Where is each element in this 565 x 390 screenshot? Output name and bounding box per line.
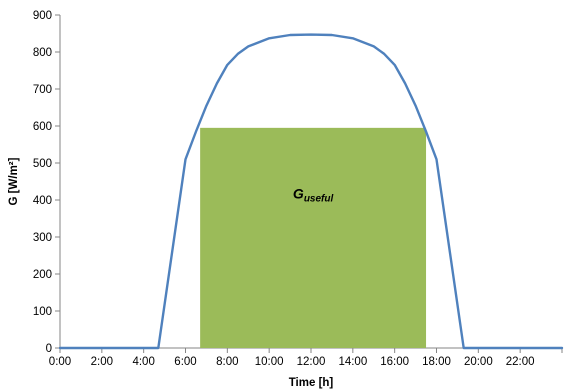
y-tick-label: 600 — [33, 121, 52, 133]
y-axis: 0 100 200 300 400 500 600 700 800 900 — [33, 10, 61, 355]
shaded-region-label-main: G — [293, 185, 304, 201]
y-tick-label: 100 — [33, 306, 52, 318]
x-tick-label: 10:00 — [255, 356, 284, 368]
plot-area — [58, 33, 564, 350]
y-axis-title: G [W/m²] — [8, 157, 20, 205]
y-tick-label: 200 — [33, 269, 52, 281]
x-tick-label: 14:00 — [338, 356, 367, 368]
y-tick-label: 700 — [33, 84, 52, 96]
x-tick-label: 16:00 — [380, 356, 409, 368]
x-axis-title: Time [h] — [289, 377, 334, 389]
shaded-region-bar — [200, 127, 427, 348]
x-tick-label: 6:00 — [174, 356, 196, 368]
y-tick-label: 900 — [33, 10, 52, 22]
x-tick-label: 2:00 — [91, 356, 113, 368]
series-line-0 — [58, 33, 564, 350]
y-tick-label: 800 — [33, 47, 52, 59]
y-tick-label: 300 — [33, 232, 52, 244]
shaded-region-label: Guseful — [293, 185, 334, 204]
shaded-region-label-sub: useful — [304, 193, 334, 204]
x-tick-label: 4:00 — [132, 356, 154, 368]
y-tick-label: 500 — [33, 158, 52, 170]
x-tick-label: 0:00 — [49, 356, 71, 368]
x-tick-label: 22:00 — [506, 356, 535, 368]
x-axis: 0:00 2:00 4:00 6:00 8:00 10:00 12:00 14:00 16:00… — [49, 347, 563, 368]
y-tick-label: 400 — [33, 195, 52, 207]
x-tick-label: 20:00 — [464, 356, 493, 368]
x-tick-label: 12:00 — [297, 356, 326, 368]
x-tick-label: 8:00 — [216, 356, 238, 368]
y-tick-label: 0 — [46, 343, 52, 355]
x-tick-label: 18:00 — [422, 356, 451, 368]
